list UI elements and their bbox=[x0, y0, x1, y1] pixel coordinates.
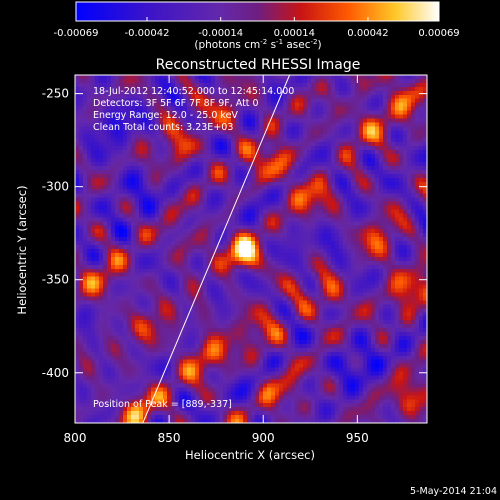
info-annotation: 18-Jul-2012 12:40:52.000 to 12:45:14.000… bbox=[93, 86, 294, 133]
y-axis-label: Heliocentric Y (arcsec) bbox=[15, 185, 29, 314]
x-tick-label: 800 bbox=[64, 431, 87, 445]
x-tick-label: 850 bbox=[158, 431, 181, 445]
colorbar-tick-label: 0.00014 bbox=[274, 28, 315, 39]
limb-line bbox=[142, 74, 291, 424]
colorbar-units: (photons cm-2 s-1 asec-2) bbox=[194, 38, 321, 51]
colorbar-tick-label: -0.00042 bbox=[125, 28, 170, 39]
colorbar-tick-label: 0.00069 bbox=[418, 28, 459, 39]
colorbar-tick-label: 0.00042 bbox=[347, 28, 388, 39]
x-tick-label: 950 bbox=[346, 431, 369, 445]
info-line: Detectors: 3F 5F 6F 7F 8F 9F, Att 0 bbox=[93, 98, 259, 109]
colorbar: -0.00069 -0.00042 -0.00014 0.00014 0.00042 0.… bbox=[54, 1, 460, 51]
plot-area: 800 850 900 950 -250 -300 -350 -400 bbox=[42, 74, 428, 445]
chart-title: Reconstructed RHESSI Image bbox=[156, 57, 361, 73]
info-line: 18-Jul-2012 12:40:52.000 to 12:45:14.000 bbox=[93, 86, 294, 97]
x-tick-label: 900 bbox=[252, 431, 275, 445]
axis-ticks: 800 850 900 950 -250 -300 -350 -400 bbox=[42, 75, 427, 445]
x-axis-label: Heliocentric X (arcsec) bbox=[185, 448, 315, 462]
heatmap-image bbox=[75, 75, 427, 423]
colorbar-tick-label: -0.00014 bbox=[198, 28, 243, 39]
colorbar-tick-label: -0.00069 bbox=[54, 28, 99, 39]
peak-position-label: Position of Peak = [889,-337] bbox=[93, 399, 232, 410]
info-line: Energy Range: 12.0 - 25.0 keV bbox=[93, 110, 238, 121]
colorbar-gradient bbox=[76, 2, 439, 21]
y-tick-label: -350 bbox=[42, 273, 69, 287]
y-tick-label: -250 bbox=[42, 87, 69, 101]
y-tick-label: -300 bbox=[42, 180, 69, 194]
timestamp: 5-May-2014 21:04 bbox=[410, 486, 497, 497]
plot-frame bbox=[74, 74, 428, 424]
info-line: Clean Total counts: 3.23E+03 bbox=[93, 122, 233, 133]
colorbar-frame bbox=[75, 1, 440, 22]
y-tick-label: -400 bbox=[42, 366, 69, 380]
colorbar-ticks: -0.00069 -0.00042 -0.00014 0.00014 0.00042 0.… bbox=[54, 17, 460, 39]
